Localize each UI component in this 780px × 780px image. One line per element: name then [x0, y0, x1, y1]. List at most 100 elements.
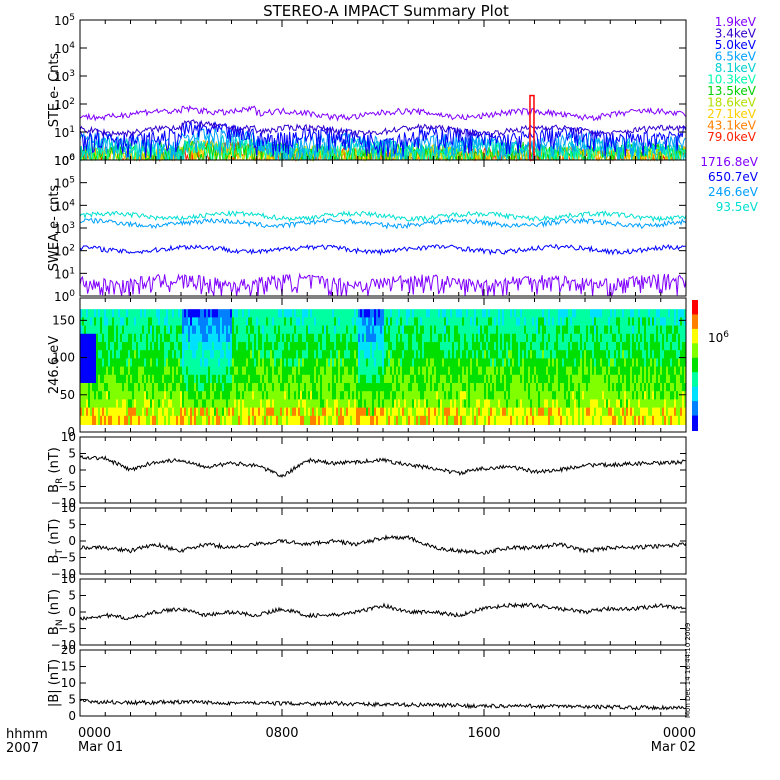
- heat-cell: [224, 350, 226, 360]
- heat-cell: [312, 407, 314, 417]
- heat-cell: [638, 333, 640, 343]
- heat-cell: [600, 415, 602, 425]
- heat-cell: [384, 309, 386, 319]
- heat-cell: [414, 382, 416, 393]
- heat-cell: [378, 399, 380, 409]
- heat-cell: [242, 391, 244, 401]
- heat-cell: [506, 350, 508, 360]
- heat-cell: [490, 317, 492, 327]
- heat-cell: [368, 415, 370, 425]
- legend-entry: 10.3keV: [707, 73, 757, 87]
- heat-cell: [190, 358, 192, 368]
- heat-cell: [552, 407, 554, 417]
- heat-cell: [206, 358, 208, 368]
- heat-cell: [352, 407, 354, 417]
- heat-cell: [98, 415, 100, 425]
- heat-cell: [270, 358, 272, 368]
- heat-cell: [440, 358, 442, 368]
- heat-cell: [366, 399, 368, 409]
- heat-cell: [282, 366, 284, 376]
- heat-cell: [144, 374, 146, 384]
- heat-cell: [488, 350, 490, 360]
- heat-cell: [592, 382, 594, 393]
- heat-cell: [164, 341, 166, 352]
- heat-cell: [436, 333, 438, 343]
- heat-cell: [330, 374, 332, 384]
- heat-cell: [102, 407, 104, 417]
- heat-cell: [484, 350, 486, 360]
- heat-cell: [672, 382, 674, 393]
- heat-cell: [412, 350, 414, 360]
- heat-cell: [570, 415, 572, 425]
- heat-cell: [316, 407, 318, 417]
- heat-cell: [176, 391, 178, 401]
- heat-cell: [462, 382, 464, 393]
- heat-cell: [204, 391, 206, 401]
- heat-cell: [248, 333, 250, 343]
- heat-cell: [148, 399, 150, 409]
- heat-cell: [80, 325, 82, 335]
- heat-cell: [610, 415, 612, 425]
- heat-cell: [148, 309, 150, 319]
- heat-cell: [348, 374, 350, 384]
- heat-cell: [358, 382, 360, 393]
- heat-cell: [646, 374, 648, 384]
- heat-cell: [234, 391, 236, 401]
- heat-cell: [258, 350, 260, 360]
- heat-cell: [262, 382, 264, 393]
- heat-cell: [654, 333, 656, 343]
- heat-cell: [566, 341, 568, 352]
- heat-cell: [562, 317, 564, 327]
- heat-cell: [534, 407, 536, 417]
- heat-cell: [358, 350, 360, 360]
- heat-cell: [534, 309, 536, 319]
- heat-cell: [500, 350, 502, 360]
- heat-cell: [374, 382, 376, 393]
- heat-cell: [480, 407, 482, 417]
- heat-cell: [412, 366, 414, 376]
- heat-cell: [406, 391, 408, 401]
- heat-cell: [166, 317, 168, 327]
- heat-cell: [342, 374, 344, 384]
- heat-cell: [188, 341, 190, 352]
- heat-cell: [578, 382, 580, 393]
- heat-cell: [448, 341, 450, 352]
- heat-cell: [478, 407, 480, 417]
- heat-cell: [276, 366, 278, 376]
- heat-cell: [472, 374, 474, 384]
- heat-cell: [344, 415, 346, 425]
- heat-cell: [314, 358, 316, 368]
- heat-cell: [98, 366, 100, 376]
- heat-cell: [166, 333, 168, 343]
- heat-cell: [362, 407, 364, 417]
- heat-cell: [632, 341, 634, 352]
- heat-cell: [514, 391, 516, 401]
- heat-cell: [238, 399, 240, 409]
- heat-cell: [538, 382, 540, 393]
- heat-cell: [592, 374, 594, 384]
- heat-cell: [416, 374, 418, 384]
- heat-cell: [160, 374, 162, 384]
- heat-cell: [342, 341, 344, 352]
- heat-cell: [560, 399, 562, 409]
- heat-cell: [288, 358, 290, 368]
- heat-cell: [122, 391, 124, 401]
- heat-cell: [440, 341, 442, 352]
- heat-cell: [460, 391, 462, 401]
- heat-cell: [684, 341, 686, 352]
- heat-cell: [458, 366, 460, 376]
- heat-cell: [226, 341, 228, 352]
- heat-cell: [376, 391, 378, 401]
- heat-cell: [186, 391, 188, 401]
- heat-cell: [228, 374, 230, 384]
- heat-cell: [432, 309, 434, 319]
- heat-cell: [340, 317, 342, 327]
- heat-cell: [516, 366, 518, 376]
- heat-cell: [524, 350, 526, 360]
- heat-cell: [596, 415, 598, 425]
- heat-cell: [228, 317, 230, 327]
- heat-cell: [138, 366, 140, 376]
- heat-cell: [114, 399, 116, 409]
- heat-cell: [232, 309, 234, 319]
- heat-cell: [294, 391, 296, 401]
